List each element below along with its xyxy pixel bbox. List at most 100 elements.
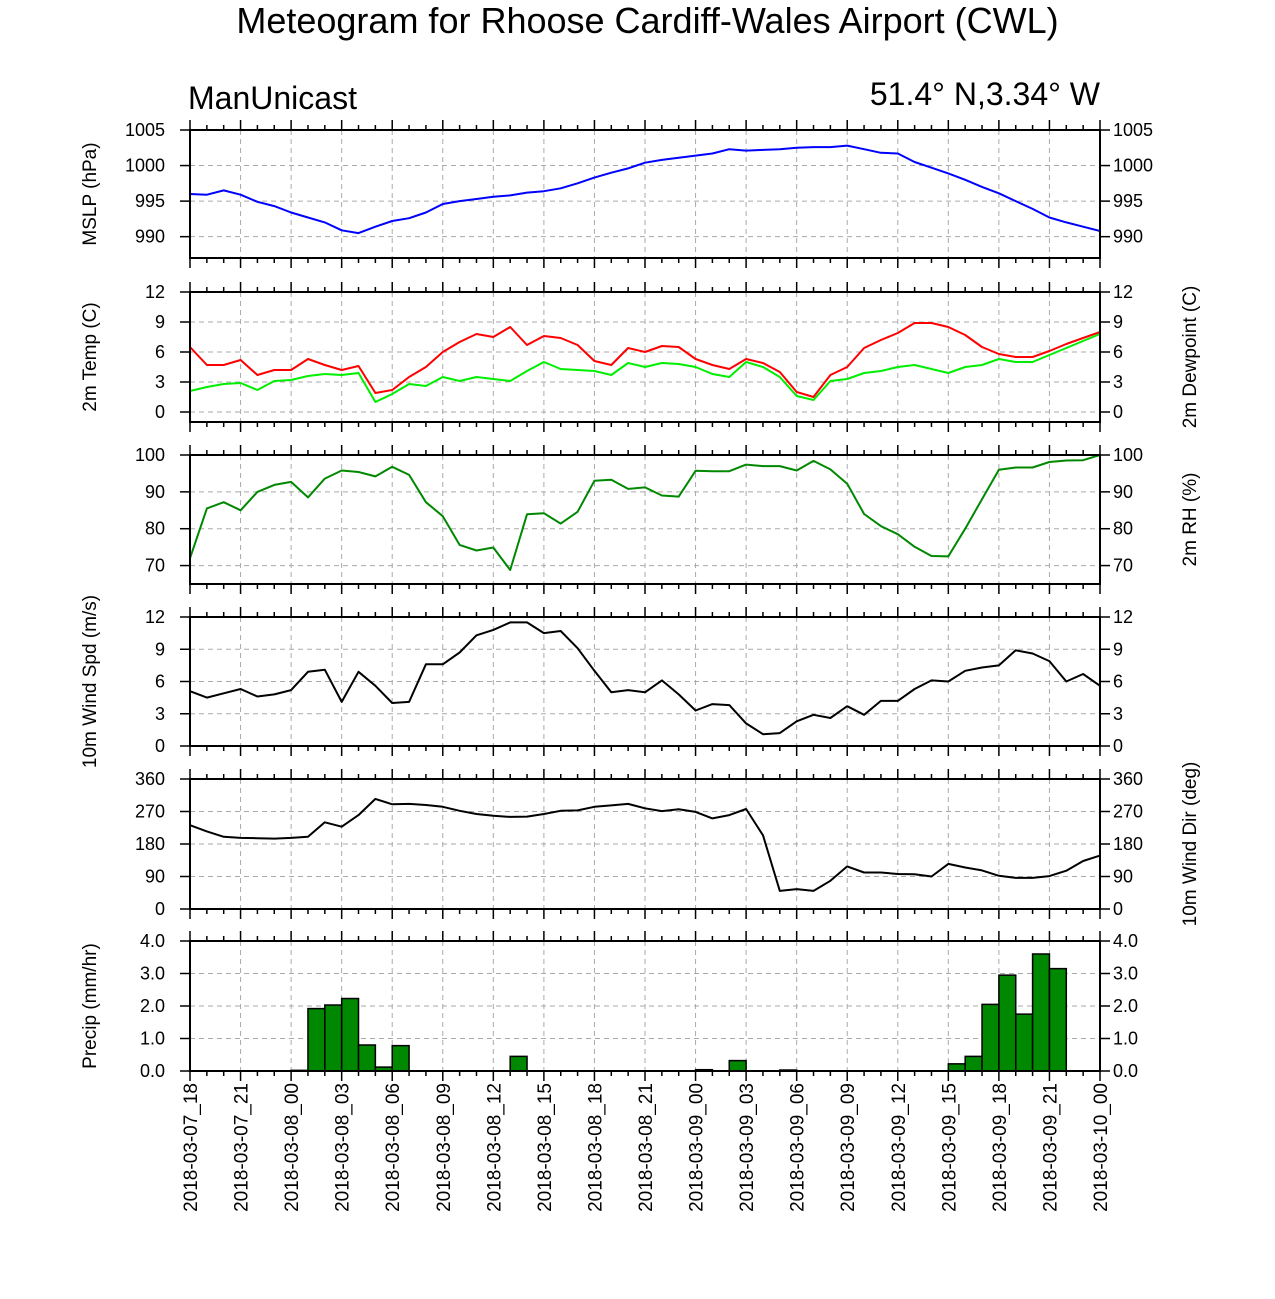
x-tick-label: 2018-03-09_09 [838, 1083, 859, 1212]
y-tick-label: 1005 [125, 120, 165, 140]
precip-bar [947, 1063, 966, 1072]
y-tick-label: 4.0 [140, 931, 165, 951]
y-axis-title-left: MSLP (hPa) [80, 142, 101, 245]
y-axis-title-right: 10m Wind Dir (deg) [1180, 762, 1201, 927]
y-axis-title-left: 10m Wind Spd (m/s) [80, 595, 101, 768]
y-tick-label: 6 [1113, 342, 1123, 362]
y-tick-label: 6 [155, 672, 165, 692]
x-tick-label: 2018-03-08_15 [535, 1083, 556, 1212]
y-tick-label: 12 [1113, 282, 1133, 302]
y-tick-label: 270 [135, 802, 165, 822]
y-tick-label: 180 [135, 834, 165, 854]
y-tick-label: 3.0 [1113, 964, 1138, 984]
precip-bar [964, 1055, 983, 1072]
y-tick-label: 3 [1113, 704, 1123, 724]
y-tick-label: 0 [1113, 899, 1123, 919]
y-tick-label: 9 [155, 312, 165, 332]
panel-rh: 70 70 80 80 90 90 100 100 2m RH (%) [135, 445, 1201, 594]
y-tick-label: 2.0 [140, 996, 165, 1016]
y-tick-label: 995 [1113, 191, 1143, 211]
y-tick-label: 270 [1113, 802, 1143, 822]
y-axis-title-left: Precip (mm/hr) [80, 943, 101, 1069]
precip-bar [357, 1044, 377, 1072]
precip-bar [391, 1044, 410, 1072]
y-tick-label: 995 [135, 191, 165, 211]
x-tick-label: 2018-03-09_15 [939, 1083, 960, 1212]
x-axis-labels: 2018-03-07_18 2018-03-07_21 2018-03-08_00 2… [181, 1083, 1112, 1212]
y-axis-title-left: 2m Temp (C) [80, 302, 101, 411]
x-tick-label: 2018-03-07_18 [181, 1083, 202, 1212]
y-tick-label: 90 [1113, 867, 1133, 887]
precip-bar [998, 974, 1017, 1072]
y-tick-label: 0 [1113, 736, 1123, 756]
x-tick-label: 2018-03-09_03 [737, 1083, 758, 1212]
wdir-series-1-line [189, 797, 1101, 892]
y-tick-label: 360 [135, 769, 165, 789]
y-tick-label: 0 [155, 736, 165, 756]
chart-title: Meteogram for Rhoose Cardiff-Wales Airpo… [236, 0, 1059, 41]
x-tick-label: 2018-03-09_00 [687, 1083, 708, 1212]
y-tick-label: 6 [1113, 672, 1123, 692]
x-tick-label: 2018-03-08_12 [484, 1083, 505, 1212]
panel-wspd: 0 0 3 3 6 6 9 9 12 12 10m Wind Spd (m/s) [80, 595, 1133, 768]
x-tick-label: 2018-03-08_21 [636, 1083, 657, 1212]
x-tick-label: 2018-03-08_09 [434, 1083, 455, 1212]
y-tick-label: 90 [1113, 482, 1133, 502]
y-tick-label: 4.0 [1113, 931, 1138, 951]
temp-series-2-line [189, 333, 1101, 403]
precip-bar [324, 1004, 343, 1072]
y-tick-label: 3 [155, 372, 165, 392]
y-tick-label: 1005 [1113, 120, 1153, 140]
x-tick-label: 2018-03-08_00 [282, 1083, 303, 1212]
y-tick-label: 1000 [125, 156, 165, 176]
y-tick-label: 12 [145, 282, 165, 302]
x-tick-label: 2018-03-09_06 [788, 1083, 809, 1212]
model-label: ManUnicast [188, 80, 357, 116]
y-tick-label: 990 [135, 227, 165, 247]
precip-bar [728, 1059, 747, 1072]
y-axis-title-right: 2m Dewpoint (C) [1180, 286, 1201, 429]
y-tick-label: 0.0 [140, 1061, 165, 1081]
x-tick-label: 2018-03-09_12 [889, 1083, 910, 1212]
y-tick-label: 0.0 [1113, 1061, 1138, 1081]
x-tick-label: 2018-03-08_18 [585, 1083, 606, 1212]
y-tick-label: 1.0 [1113, 1029, 1138, 1049]
x-tick-label: 2018-03-10_00 [1091, 1083, 1112, 1212]
y-tick-label: 9 [1113, 312, 1123, 332]
y-tick-label: 12 [145, 607, 165, 627]
y-tick-label: 90 [145, 482, 165, 502]
rh-series-1-line [189, 454, 1101, 571]
y-tick-label: 100 [1113, 445, 1143, 465]
y-tick-label: 360 [1113, 769, 1143, 789]
y-tick-label: 0 [155, 402, 165, 422]
y-tick-label: 80 [1113, 519, 1133, 539]
x-tick-label: 2018-03-08_06 [383, 1083, 404, 1212]
precip-bar [1014, 1013, 1034, 1072]
precip-bar [307, 1007, 326, 1072]
x-tick-label: 2018-03-09_18 [990, 1083, 1011, 1212]
panel-wdir: 0 0 90 90 180 180 270 270 360 360 10m Wind Dir (de… [135, 762, 1201, 927]
y-tick-label: 3 [1113, 372, 1123, 392]
y-tick-label: 180 [1113, 834, 1143, 854]
wspd-series-1-line [189, 621, 1101, 736]
temp-series-1-line [189, 322, 1101, 398]
y-tick-label: 12 [1113, 607, 1133, 627]
precip-bar [340, 997, 360, 1072]
y-tick-label: 0 [155, 899, 165, 919]
y-tick-label: 90 [145, 867, 165, 887]
y-tick-label: 9 [1113, 639, 1123, 659]
panel-temp: 0 0 3 3 6 6 9 9 12 12 2m Temp (C) 2m Dewpoint (C) [80, 282, 1201, 432]
y-tick-label: 1.0 [140, 1029, 165, 1049]
y-axis-title-right: 2m RH (%) [1180, 473, 1201, 567]
precip-bar [509, 1055, 528, 1072]
y-tick-label: 2.0 [1113, 996, 1138, 1016]
y-tick-label: 70 [1113, 556, 1133, 576]
mslp-series-1-line [189, 144, 1101, 235]
x-tick-label: 2018-03-07_21 [232, 1083, 253, 1212]
y-tick-label: 3 [155, 704, 165, 724]
x-tick-label: 2018-03-08_03 [333, 1083, 354, 1212]
y-tick-label: 9 [155, 639, 165, 659]
precip-bar [1031, 953, 1051, 1072]
y-tick-label: 0 [1113, 402, 1123, 422]
